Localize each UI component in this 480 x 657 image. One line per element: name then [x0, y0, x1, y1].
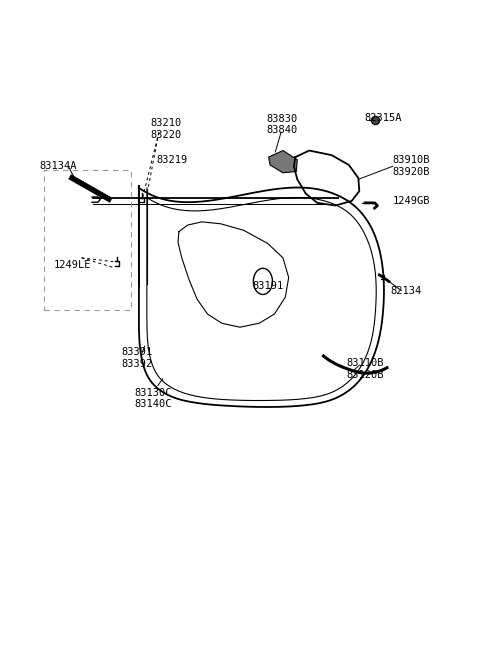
- Text: 83910B
83920B: 83910B 83920B: [392, 156, 430, 177]
- Text: 83210
83220: 83210 83220: [150, 118, 181, 140]
- Text: 83130C
83140C: 83130C 83140C: [134, 388, 172, 409]
- Text: 1249LE: 1249LE: [53, 260, 91, 270]
- Text: 83134A: 83134A: [39, 161, 76, 171]
- Text: 83219: 83219: [156, 154, 188, 165]
- Text: 1249GB: 1249GB: [393, 196, 430, 206]
- Text: 83191: 83191: [252, 281, 283, 291]
- Text: 83110B
83120B: 83110B 83120B: [346, 358, 384, 380]
- Text: 83830
83840: 83830 83840: [266, 114, 298, 135]
- Text: 82134: 82134: [390, 286, 422, 296]
- Polygon shape: [269, 150, 297, 173]
- Text: 83391
83392: 83391 83392: [122, 347, 153, 369]
- Text: 82315A: 82315A: [364, 113, 402, 123]
